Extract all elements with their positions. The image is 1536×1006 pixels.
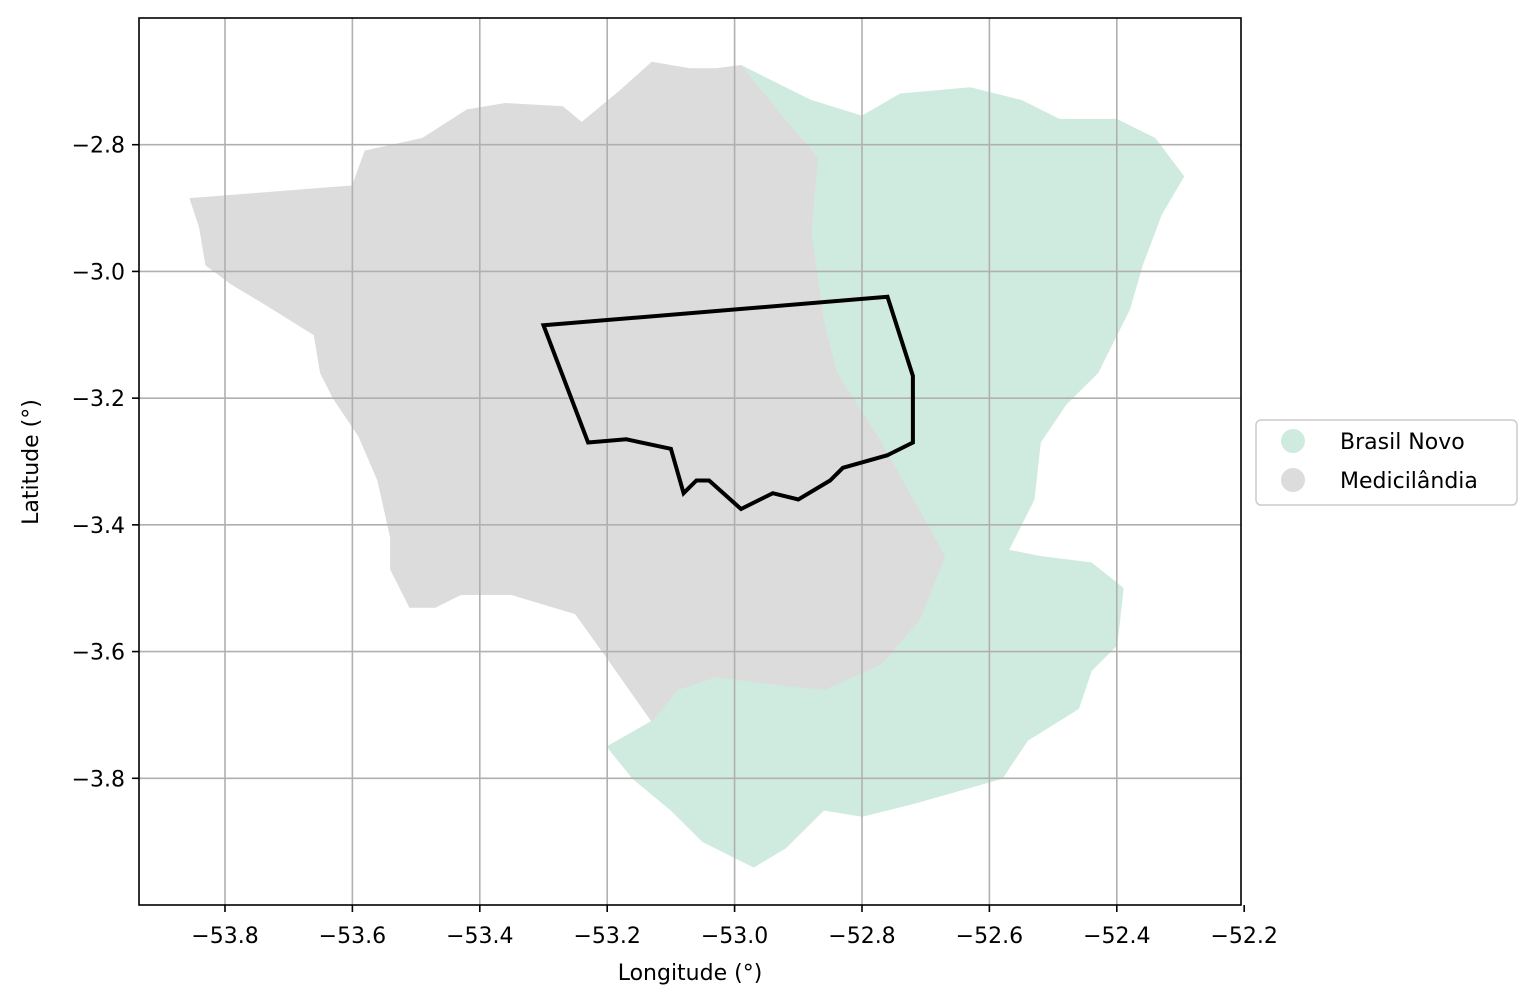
y-tick-label-4: −3.6 [72, 641, 125, 666]
legend-marker-medicilandia [1281, 468, 1305, 492]
legend-label-brasil-novo: Brasil Novo [1340, 430, 1465, 455]
x-tick-label-7: −52.4 [1083, 924, 1150, 949]
y-axis-label: Latitude (°) [19, 399, 44, 525]
y-tick-label-3: −3.4 [72, 514, 125, 539]
x-axis-label: Longitude (°) [618, 961, 763, 986]
y-tick-label-1: −3.0 [72, 260, 125, 285]
y-tick-label-2: −3.2 [72, 387, 125, 412]
x-tick-label-6: −52.6 [956, 924, 1023, 949]
x-tick-label-5: −52.8 [828, 924, 895, 949]
x-tick-label-4: −53.0 [701, 924, 768, 949]
legend: Brasil Novo Medicilândia [1256, 420, 1517, 505]
x-tick-label-2: −53.4 [446, 924, 513, 949]
x-tick-label-8: −52.2 [1210, 924, 1277, 949]
x-tick-label-0: −53.8 [191, 924, 258, 949]
legend-marker-brasil-novo [1281, 429, 1305, 453]
y-tick-label-0: −2.8 [72, 134, 125, 159]
x-tick-label-1: −53.6 [319, 924, 386, 949]
x-tick-label-3: −53.2 [573, 924, 640, 949]
legend-label-medicilandia: Medicilândia [1340, 469, 1478, 494]
y-tick-label-5: −3.8 [72, 767, 125, 792]
